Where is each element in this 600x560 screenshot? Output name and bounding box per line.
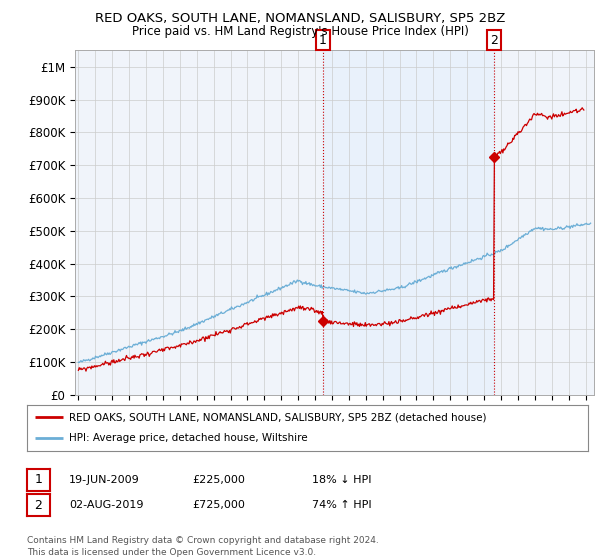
Text: 74% ↑ HPI: 74% ↑ HPI xyxy=(312,500,371,510)
Text: 19-JUN-2009: 19-JUN-2009 xyxy=(69,475,140,485)
Text: 18% ↓ HPI: 18% ↓ HPI xyxy=(312,475,371,485)
Text: Price paid vs. HM Land Registry's House Price Index (HPI): Price paid vs. HM Land Registry's House … xyxy=(131,25,469,38)
Text: £225,000: £225,000 xyxy=(192,475,245,485)
Text: 2: 2 xyxy=(490,34,498,46)
Text: HPI: Average price, detached house, Wiltshire: HPI: Average price, detached house, Wilt… xyxy=(69,433,308,444)
Text: 1: 1 xyxy=(34,473,43,487)
Bar xyxy=(323,50,494,395)
Text: 02-AUG-2019: 02-AUG-2019 xyxy=(69,500,143,510)
Text: Contains HM Land Registry data © Crown copyright and database right 2024.
This d: Contains HM Land Registry data © Crown c… xyxy=(27,536,379,557)
Text: 1: 1 xyxy=(319,34,327,46)
Text: 2: 2 xyxy=(34,498,43,512)
Text: RED OAKS, SOUTH LANE, NOMANSLAND, SALISBURY, SP5 2BZ (detached house): RED OAKS, SOUTH LANE, NOMANSLAND, SALISB… xyxy=(69,412,487,422)
Text: RED OAKS, SOUTH LANE, NOMANSLAND, SALISBURY, SP5 2BZ: RED OAKS, SOUTH LANE, NOMANSLAND, SALISB… xyxy=(95,12,505,25)
Text: £725,000: £725,000 xyxy=(192,500,245,510)
